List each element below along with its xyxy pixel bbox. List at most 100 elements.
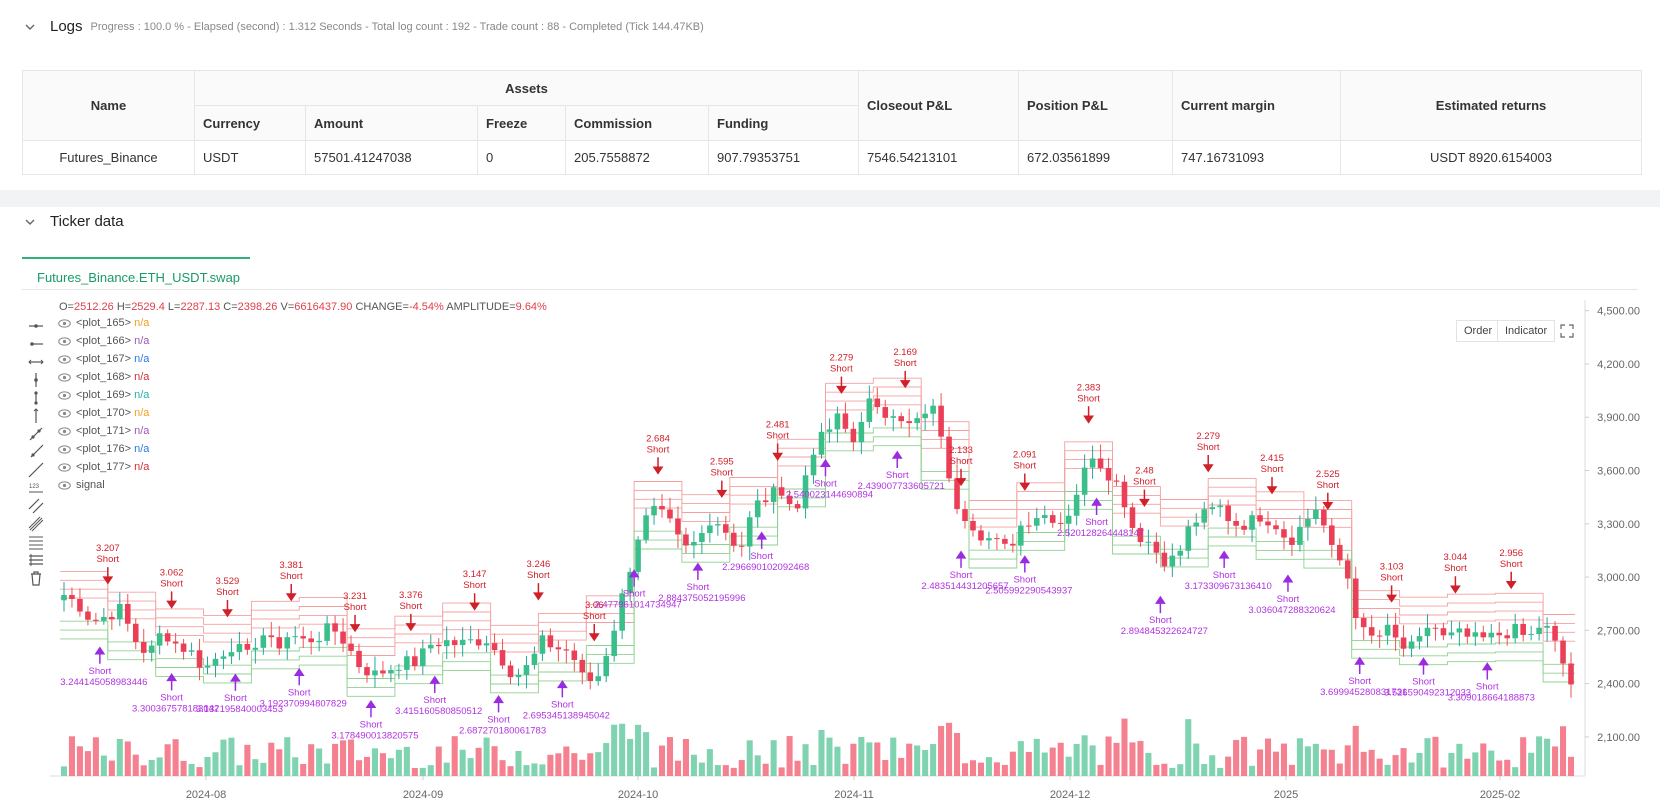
legend-item[interactable]: <plot_171> n/a — [58, 422, 149, 440]
ohlc-low-label: L= — [167, 301, 181, 313]
vertical-segment-icon[interactable] — [28, 390, 44, 406]
candle-body — [866, 398, 873, 422]
candle — [611, 619, 617, 662]
volume-bar — [587, 753, 594, 776]
volume-bar — [571, 753, 578, 776]
price-range-icon[interactable]: 123 — [28, 480, 44, 496]
logs-header[interactable]: Logs Progress : 100.0 % - Elapsed (secon… — [22, 18, 704, 35]
volume-bar — [890, 737, 897, 776]
candle-body — [1161, 552, 1168, 567]
tab-eth-usdt-swap[interactable]: Futures_Binance.ETH_USDT.swap — [22, 257, 250, 290]
candle — [1018, 521, 1024, 556]
volume-bar — [204, 756, 211, 776]
indicator-button[interactable]: Indicator — [1497, 320, 1556, 342]
eye-icon[interactable] — [58, 462, 71, 472]
short-label: Short — [288, 687, 311, 698]
candle-body — [635, 539, 641, 572]
eye-icon[interactable] — [58, 444, 71, 454]
volume-bar — [1217, 767, 1224, 776]
volume-bar — [236, 765, 243, 776]
eye-icon[interactable] — [58, 318, 71, 328]
candle-body — [986, 538, 992, 541]
short-label: Short — [1085, 517, 1108, 528]
legend-item[interactable]: <plot_177> n/a — [58, 458, 149, 476]
candle — [1265, 511, 1271, 534]
legend-item[interactable]: <plot_176> n/a — [58, 440, 149, 458]
short-label: Short — [216, 587, 239, 598]
legend-item[interactable]: <plot_167> n/a — [58, 350, 149, 368]
volume-bar — [762, 763, 769, 776]
horizontal-line-icon[interactable] — [28, 318, 44, 334]
candle-body — [1081, 467, 1088, 495]
candle-body — [659, 505, 665, 510]
eye-icon[interactable] — [58, 408, 71, 418]
parallel-channel-icon[interactable] — [28, 498, 44, 514]
legend-item[interactable]: <plot_165> n/a — [58, 314, 149, 332]
short-label: Short — [623, 589, 646, 600]
extended-line-icon[interactable] — [28, 354, 44, 370]
price-chart[interactable]: 4,500.00 4,200.00 3,900.00 3,600.00 3,300.00… — [0, 296, 1660, 805]
cell-name: Futures_Binance — [22, 140, 195, 175]
eye-icon[interactable] — [58, 426, 71, 436]
fib-extension-icon[interactable] — [28, 552, 44, 568]
legend-item[interactable]: <plot_169> n/a — [58, 386, 149, 404]
legend-item[interactable]: <plot_170> n/a — [58, 404, 149, 422]
eye-icon[interactable] — [58, 336, 71, 346]
trend-line-icon[interactable] — [28, 426, 44, 442]
eye-icon[interactable] — [58, 372, 71, 382]
candle — [117, 592, 123, 627]
volume-bar — [531, 763, 538, 776]
candle-body — [1520, 623, 1526, 635]
eye-icon[interactable] — [58, 354, 71, 364]
volume-bar — [818, 729, 825, 776]
candle-body — [1560, 640, 1566, 664]
horizontal-ray-icon[interactable] — [28, 336, 44, 352]
volume-bar — [1081, 735, 1088, 776]
short-label: Short — [399, 601, 422, 612]
candle — [571, 643, 578, 672]
candle-body — [1209, 507, 1215, 510]
ray-line-icon[interactable] — [28, 444, 44, 460]
eye-icon[interactable] — [58, 480, 71, 490]
col-returns: Estimated returns — [1340, 70, 1642, 141]
legend-item[interactable]: <plot_168> n/a — [58, 368, 149, 386]
candle — [220, 650, 227, 670]
candle-body — [332, 623, 338, 632]
candle-body — [930, 405, 936, 414]
candle — [1057, 512, 1064, 530]
eye-icon[interactable] — [58, 390, 71, 400]
vertical-line-icon[interactable] — [28, 372, 44, 388]
candle — [762, 487, 769, 507]
candle-body — [212, 658, 219, 666]
candle — [1321, 506, 1327, 533]
candle — [1424, 614, 1431, 648]
candle — [1336, 538, 1343, 566]
candle — [994, 533, 1000, 550]
candle — [1033, 507, 1040, 531]
candle-body — [531, 653, 538, 666]
volume-bar — [1177, 764, 1184, 776]
trash-icon[interactable] — [28, 570, 44, 586]
volume-bar — [188, 763, 195, 776]
candle — [1273, 520, 1279, 535]
long-arrow — [1418, 657, 1429, 675]
candle-body — [340, 631, 346, 644]
short-arrow — [102, 567, 114, 585]
volume-bar — [292, 757, 299, 776]
fullscreen-icon[interactable] — [1560, 324, 1574, 338]
legend-item[interactable]: <plot_166> n/a — [58, 332, 149, 350]
ticker-header[interactable]: Ticker data — [22, 213, 124, 230]
legend-item[interactable]: signal — [58, 476, 149, 494]
chevron-down-icon[interactable] — [22, 19, 38, 35]
pitchfork-icon[interactable] — [28, 516, 44, 532]
candle — [443, 626, 450, 660]
volume-bar — [1344, 745, 1351, 776]
candle-body — [61, 594, 67, 601]
chevron-down-icon[interactable] — [22, 214, 38, 230]
candle-body — [1305, 519, 1311, 527]
col-currency: Currency — [194, 105, 306, 141]
candle — [172, 633, 179, 653]
fib-retracement-icon[interactable] — [28, 534, 44, 550]
vertical-ray-icon[interactable] — [28, 408, 44, 424]
extended-trend-icon[interactable] — [28, 462, 44, 478]
